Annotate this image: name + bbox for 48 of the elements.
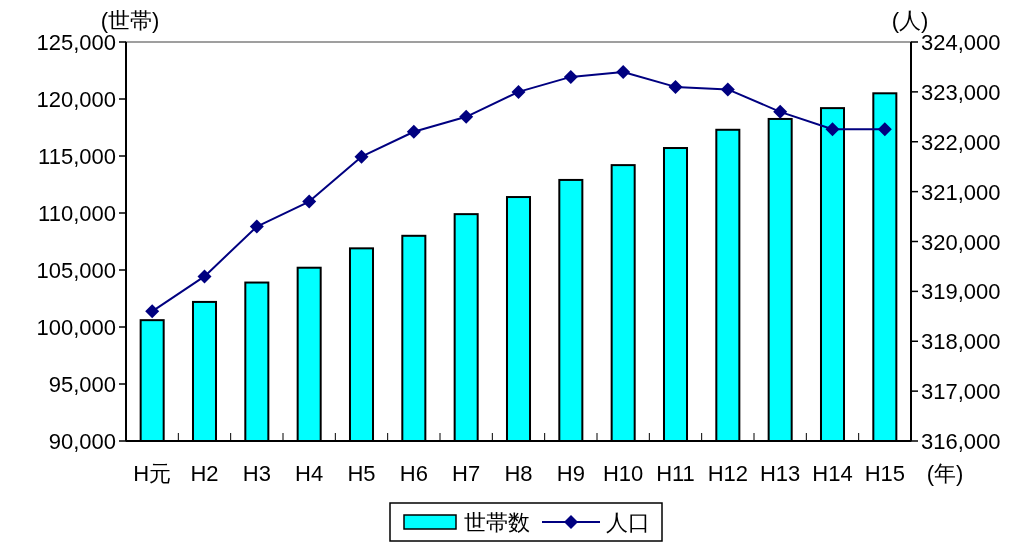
x-tick-label: H8 [504, 461, 533, 486]
point [563, 69, 578, 84]
point [877, 122, 892, 137]
y2-tick-label: 323,000 [921, 79, 1001, 105]
point [616, 64, 631, 79]
point [406, 124, 421, 139]
x-tick-label: H6 [399, 461, 428, 486]
y2-tick-label: 318,000 [921, 329, 1001, 355]
x-tick-label: H5 [347, 461, 376, 486]
point [302, 194, 317, 209]
y-tick-label: 100,000 [36, 315, 116, 340]
point [720, 82, 735, 97]
x-tick-label: H2 [190, 461, 219, 486]
point [197, 269, 212, 284]
y2-tick-label: 321,000 [921, 179, 1001, 205]
y-tick-label: 95,000 [48, 372, 116, 397]
point [511, 84, 526, 99]
point [773, 104, 788, 119]
x-tick-label: H10 [602, 461, 644, 486]
y-tick-label: 115,000 [38, 144, 116, 169]
point [459, 109, 474, 124]
y2-tick-label: 322,000 [921, 129, 1001, 155]
x-axis-title: (年) [926, 461, 964, 486]
legend-label: 世帯数 [464, 510, 530, 535]
point [249, 219, 264, 234]
x-tick-label: H9 [556, 461, 585, 486]
y-tick-label: 120,000 [36, 87, 116, 112]
legend-label: 人口 [606, 510, 650, 535]
point [354, 149, 369, 164]
x-tick-label: H3 [242, 461, 271, 486]
x-tick-label: H7 [452, 461, 481, 486]
y-tick-label: 110,000 [38, 201, 116, 226]
y2-tick-label: 319,000 [921, 279, 1001, 305]
point [145, 304, 160, 319]
point [825, 122, 840, 137]
x-tick-label: H15 [864, 461, 906, 486]
x-tick-label: H14 [812, 461, 853, 486]
x-tick-label: H4 [295, 461, 324, 486]
y2-tick-label: 317,000 [921, 379, 1001, 405]
y2-tick-label: 320,000 [921, 229, 1001, 255]
x-tick-label: H11 [656, 461, 695, 486]
x-tick-label: H13 [759, 461, 801, 486]
x-tick-label: H12 [707, 461, 749, 486]
y-tick-label: 105,000 [36, 258, 116, 283]
y2-tick-label: 316,000 [921, 429, 1001, 454]
point [668, 79, 683, 94]
y-tick-label: 90,000 [48, 429, 116, 454]
x-tick-label: H元 [133, 461, 172, 486]
